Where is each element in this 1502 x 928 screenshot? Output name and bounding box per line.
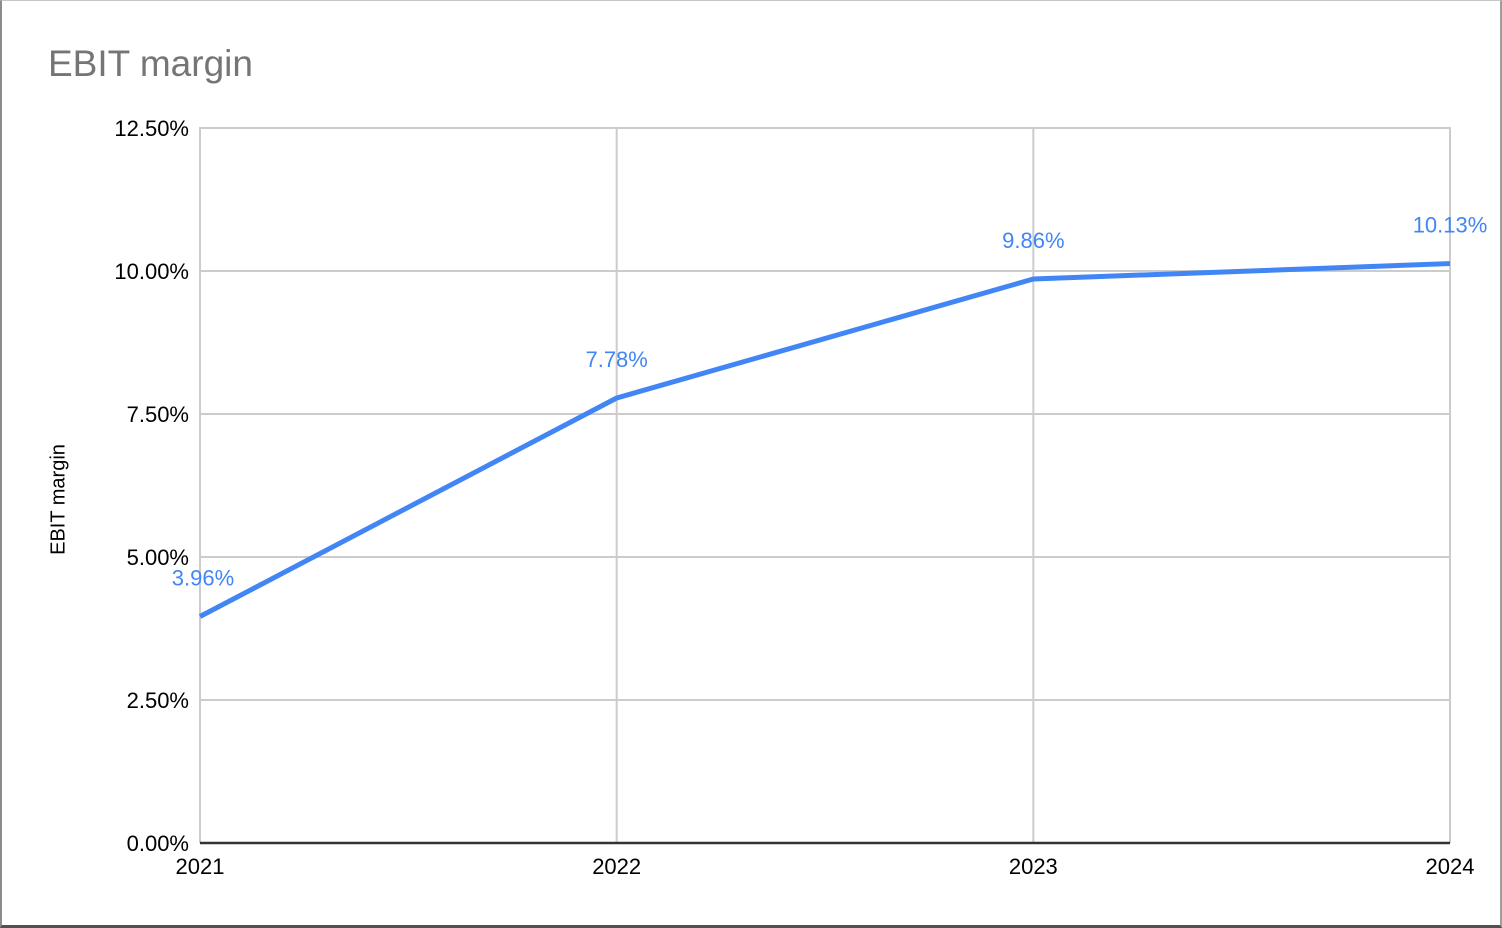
- y-tick-label: 2.50%: [127, 688, 189, 713]
- data-label: 3.96%: [172, 565, 234, 590]
- data-label: 10.13%: [1413, 213, 1488, 238]
- y-tick-label: 12.50%: [114, 116, 189, 141]
- y-tick-label: 10.00%: [114, 259, 189, 284]
- data-label: 9.86%: [1002, 228, 1064, 253]
- plot-border: [199, 127, 1451, 843]
- chart-title: EBIT margin: [48, 43, 253, 84]
- y-tick-label: 7.50%: [127, 402, 189, 427]
- y-tick-label: 5.00%: [127, 545, 189, 570]
- series-line-ebit-margin: [198, 261, 1451, 619]
- x-tick-label: 2023: [1009, 854, 1058, 879]
- x-tick-label: 2024: [1426, 854, 1475, 879]
- x-tick-label: 2021: [176, 854, 225, 879]
- data-label: 7.78%: [585, 347, 647, 372]
- y-tick-label: 0.00%: [127, 831, 189, 856]
- x-tick-label: 2022: [592, 854, 641, 879]
